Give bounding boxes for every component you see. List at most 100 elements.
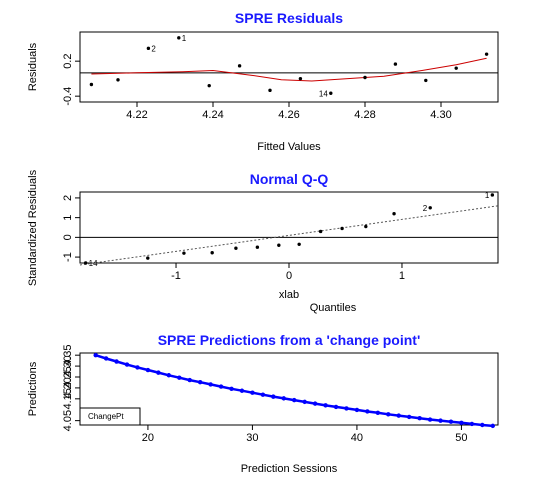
qq-xtick-label: 1 [399, 270, 405, 282]
residual-point [146, 46, 151, 51]
prediction-point [271, 394, 276, 399]
prediction-point [156, 370, 161, 375]
residual-point [89, 82, 94, 87]
prediction-point [103, 356, 109, 361]
qq-ytick-label: 2 [62, 195, 74, 201]
prediction-point [312, 401, 318, 406]
residuals-plot-frame [79, 31, 499, 103]
residual-point [268, 88, 272, 93]
qq-point-label: 1 [485, 191, 490, 200]
qq-point [340, 226, 344, 231]
residual-point [207, 83, 211, 88]
predictions-legend: ChangePt [79, 407, 141, 426]
prediction-point [302, 399, 307, 405]
prediction-point [427, 417, 433, 422]
predictions-line [95, 354, 493, 428]
prediction-point [197, 380, 203, 385]
residual-point [329, 91, 333, 95]
residual-point [454, 66, 458, 70]
prediction-point [354, 407, 360, 413]
qq-point [297, 242, 301, 246]
residual-point [363, 75, 367, 80]
qq-xtick-label: 0 [286, 270, 292, 282]
qq-point [428, 206, 432, 210]
residuals-ytick-label: 0.2 [62, 54, 74, 69]
prediction-point [135, 365, 140, 370]
prediction-point [386, 412, 391, 417]
residuals-xtick-label: 4.30 [430, 109, 451, 121]
prediction-point [114, 359, 119, 364]
prediction-point [459, 420, 464, 426]
qq-point [182, 251, 186, 255]
qq-xlabel: xlab [279, 289, 299, 301]
predictions-xtick-label: 20 [142, 432, 154, 444]
prediction-point [145, 367, 151, 373]
qq-ytick-label: -1 [62, 252, 74, 262]
prediction-point [344, 406, 349, 411]
qq-ytick-label: 0 [62, 234, 74, 240]
predictions-xtick-label: 50 [455, 432, 467, 444]
prediction-point [208, 382, 213, 387]
prediction-point [239, 388, 245, 393]
qq-ytick-label: 1 [62, 215, 74, 221]
qq-point-label: 2 [423, 204, 428, 213]
residuals-xtick-label: 4.28 [354, 109, 375, 121]
prediction-point [417, 416, 422, 421]
legend-label: ChangePt [88, 412, 124, 421]
prediction-point [218, 384, 224, 389]
residual-point [177, 36, 181, 40]
predictions-title: SPRE Predictions from a 'change point' [158, 332, 421, 348]
prediction-point [333, 404, 339, 410]
predictions-xtick-label: 40 [351, 432, 363, 444]
qq-point [277, 243, 281, 247]
legend-box [79, 407, 141, 426]
predictions-ytick-label: 4.05 [62, 410, 74, 431]
residual-point [237, 64, 242, 68]
residuals-ylabel: Residuals [27, 42, 39, 91]
prediction-point [406, 414, 412, 420]
qq-point [146, 256, 150, 260]
prediction-point [260, 392, 266, 397]
qq-xtick-label: -1 [171, 270, 181, 282]
predictions-plot-frame [79, 352, 499, 426]
prediction-point [177, 375, 182, 380]
residual-point [116, 78, 120, 82]
qq-point [83, 261, 88, 265]
qq-plot-frame [79, 191, 499, 264]
qq-ylabel: Standardized Residuals [27, 169, 39, 286]
residuals-xlabel: Fitted Values [257, 141, 321, 153]
residual-point [298, 76, 303, 81]
qq-point [392, 211, 396, 216]
residuals-xtick-label: 4.24 [202, 109, 223, 121]
prediction-point [480, 422, 485, 428]
qq-point [255, 245, 260, 249]
prediction-point [93, 352, 98, 358]
predictions-panel: SPRE Predictions from a 'change point' 2… [27, 332, 499, 475]
prediction-point [187, 377, 192, 383]
residual-point-label: 2 [151, 44, 156, 53]
predictions-ylabel: Predictions [27, 361, 39, 416]
predictions-ytick-label: 4.35 [62, 344, 74, 365]
qq-point-label: 14 [89, 259, 98, 268]
predictions-xtick-label: 30 [246, 432, 258, 444]
prediction-point [229, 386, 234, 391]
qq-reference-line [79, 205, 499, 266]
prediction-point [250, 390, 255, 395]
prediction-point [396, 413, 401, 418]
residual-point [484, 52, 489, 56]
qq-point [490, 193, 495, 197]
qq-point [210, 251, 214, 255]
residuals-title: SPRE Residuals [235, 10, 343, 26]
residual-point [393, 62, 398, 66]
predictions-xlabel: Prediction Sessions [241, 463, 338, 475]
residuals-panel: SPRE Residuals 4.22 4.24 4.26 4.28 4.30 -0.4 0… [27, 10, 499, 153]
residual-point-label: 14 [319, 89, 328, 98]
residuals-xtick-label: 4.26 [278, 109, 299, 121]
qq-point [364, 224, 368, 229]
residual-point [424, 78, 428, 83]
prediction-point [490, 423, 495, 429]
predictions-ytick-label: 4.15 [62, 388, 74, 409]
qq-quantiles-label: Quantiles [310, 302, 357, 314]
